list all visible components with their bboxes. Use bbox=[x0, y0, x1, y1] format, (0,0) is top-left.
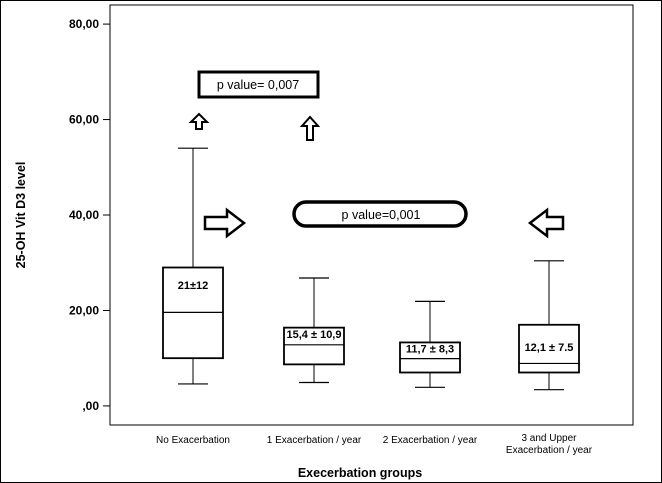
p-value-box-2 bbox=[292, 200, 468, 228]
up-arrow-icon bbox=[188, 112, 210, 130]
y-axis: ,00 20,00 40,00 60,00 80,00 bbox=[69, 17, 110, 413]
box-iqr bbox=[518, 323, 580, 374]
p-value-annotation-1: p value= 0,007 bbox=[197, 70, 320, 99]
box-stat-label: 15,4 ± 10,9 bbox=[287, 329, 342, 341]
p-value-text-2: p value=0,001 bbox=[342, 208, 421, 222]
y-tick-label: 60,00 bbox=[69, 113, 99, 127]
x-category-label: 1 Exacerbation / year bbox=[267, 435, 362, 446]
x-axis-title: Execerbation groups bbox=[298, 466, 422, 480]
box-group: 11,7 ± 8,3 bbox=[399, 300, 461, 388]
x-axis-categories: No Exacerbation 1 Exacerbation / year 2 Ex… bbox=[156, 433, 593, 456]
box-iqr bbox=[399, 341, 461, 374]
box-stat-label: 11,7 ± 8,3 bbox=[406, 344, 454, 356]
p-value-box-1 bbox=[197, 70, 320, 99]
y-tick-label: 20,00 bbox=[69, 303, 99, 317]
box-group: 12,1 ± 7.5 bbox=[518, 260, 580, 391]
y-tick-label: 80,00 bbox=[69, 17, 99, 31]
x-category-label: 2 Exacerbation / year bbox=[383, 435, 478, 446]
y-tick-label: 40,00 bbox=[69, 208, 99, 222]
y-axis-title: 25-OH Vit D3 level bbox=[14, 162, 28, 269]
box-group: 21±12 bbox=[162, 147, 224, 385]
p-value-text-1: p value= 0,007 bbox=[217, 78, 299, 92]
up-arrow-icon bbox=[299, 115, 321, 141]
right-arrow-icon bbox=[203, 207, 247, 239]
y-tick-label: ,00 bbox=[82, 399, 99, 413]
x-category-label: 3 and Upper bbox=[521, 433, 577, 444]
x-category-label: Exacerbation / year bbox=[506, 445, 593, 456]
p-value-annotation-2: p value=0,001 bbox=[292, 200, 468, 228]
x-category-label: No Exacerbation bbox=[156, 435, 230, 446]
left-arrow-icon bbox=[527, 207, 565, 239]
box-group: 15,4 ± 10,9 bbox=[283, 277, 345, 384]
boxes-layer: 21±12 15,4 ± 10,9 11,7 ± 8,3 12,1 ± 7.5 bbox=[162, 147, 580, 391]
box-stat-label: 12,1 ± 7.5 bbox=[525, 342, 574, 354]
box-stat-label: 21±12 bbox=[178, 280, 209, 292]
box-iqr bbox=[283, 326, 345, 366]
